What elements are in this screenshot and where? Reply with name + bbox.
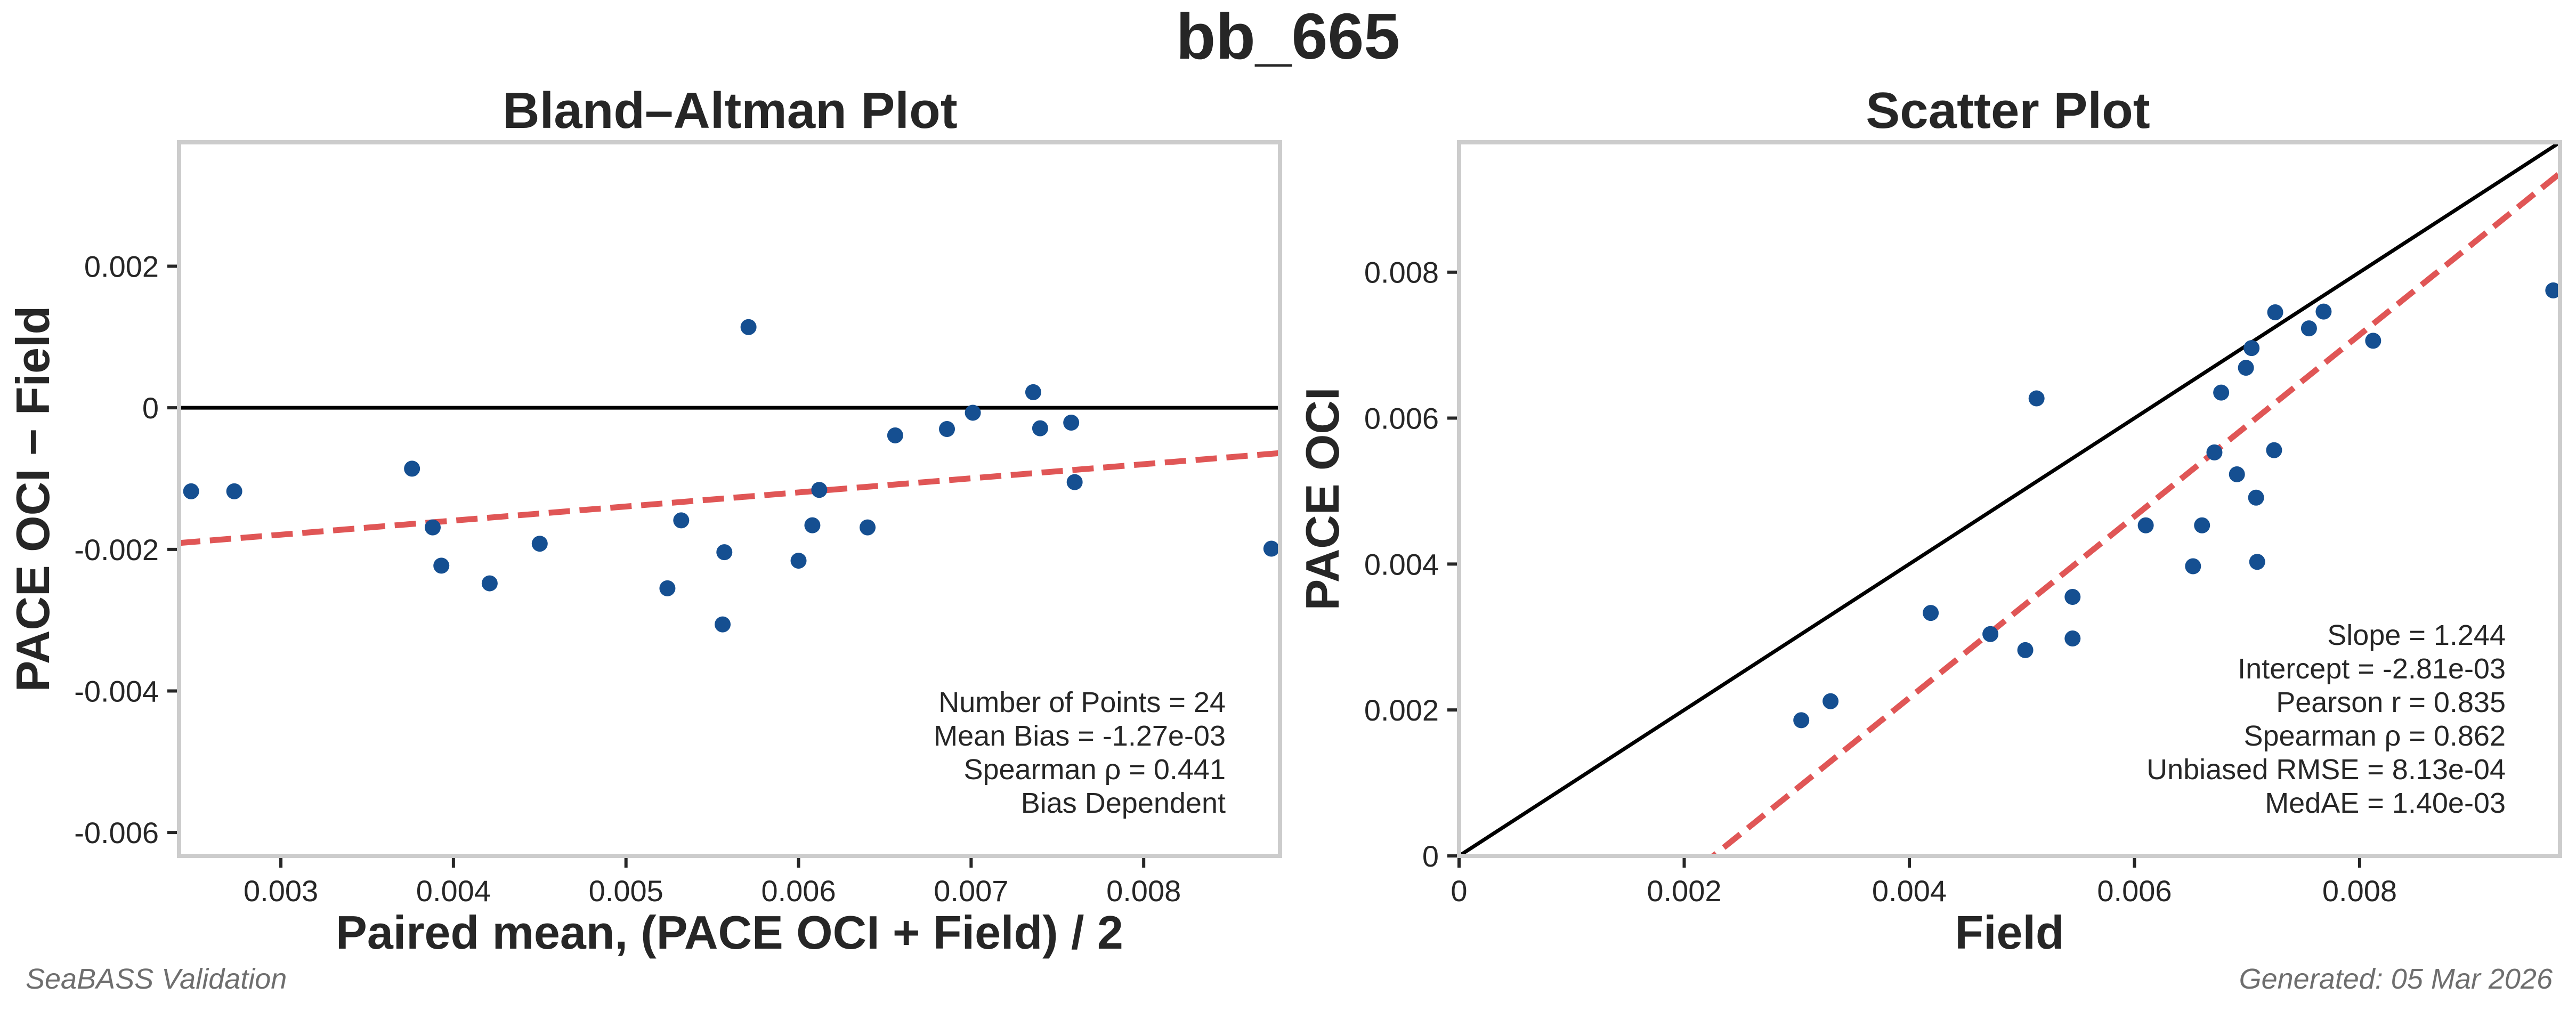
bland-altman-xtick-label-4: 0.006 xyxy=(761,874,836,908)
bland-altman-stat-2: Mean Bias = -1.27e-03 xyxy=(934,720,1226,752)
bland-altman-ytick-label-4: 0 xyxy=(142,391,159,425)
scatter-point-22 xyxy=(2315,303,2332,320)
scatter-ytick-label-4: 0.006 xyxy=(1364,402,1439,435)
scatter-x-label: Field xyxy=(1955,906,2064,959)
scatter-fit-line xyxy=(1708,171,2560,856)
bland-altman-point-21 xyxy=(1032,420,1048,436)
scatter-point-17 xyxy=(2248,489,2264,506)
scatter-ytick-label-5: 0.008 xyxy=(1364,256,1439,289)
scatter-one-to-one-line xyxy=(1459,142,2560,856)
scatter-stat-4: Spearman ρ = 0.862 xyxy=(2243,720,2506,752)
bland-altman-xtick-label-2: 0.004 xyxy=(416,874,491,908)
scatter-xtick-label-1: 0 xyxy=(1451,874,1467,908)
bland-altman-ytick-label-3: -0.002 xyxy=(74,533,159,567)
bland-altman-point-12 xyxy=(740,319,757,335)
scatter-frame xyxy=(1457,140,2562,858)
bland-altman-ytick-label-2: -0.004 xyxy=(74,674,159,708)
scatter-point-8 xyxy=(2064,630,2081,647)
scatter-point-14 xyxy=(2229,466,2245,482)
bland-altman-point-3 xyxy=(404,460,420,477)
bland-altman-ytick-label-1: -0.006 xyxy=(74,816,159,850)
scatter-xtick-label-3: 0.004 xyxy=(1872,874,1947,908)
scatter-point-21 xyxy=(2300,320,2317,337)
scatter-ytick-label-1: 0 xyxy=(1422,839,1439,873)
bland-altman-xtick-label-6: 0.008 xyxy=(1106,874,1181,908)
scatter-point-13 xyxy=(2213,384,2230,401)
footer-generated: Generated: 05 Mar 2026 xyxy=(2239,963,2553,995)
bland-altman-point-10 xyxy=(715,616,731,633)
bland-altman-point-13 xyxy=(790,553,807,569)
bland-altman-point-2 xyxy=(226,483,242,499)
bland-altman-y-label: PACE OCI − Field xyxy=(6,306,59,692)
scatter-point-18 xyxy=(2249,554,2265,570)
scatter-point-16 xyxy=(2243,340,2260,357)
bland-altman-point-11 xyxy=(716,544,733,561)
bland-altman-point-20 xyxy=(1025,384,1041,400)
scatter-point-5 xyxy=(2017,642,2034,658)
bland-altman-point-17 xyxy=(887,427,903,443)
bland-altman-x-label: Paired mean, (PACE OCI + Field) / 2 xyxy=(336,906,1123,959)
bland-altman-point-23 xyxy=(1066,474,1083,490)
bland-altman-point-4 xyxy=(425,519,441,536)
scatter-point-23 xyxy=(2365,333,2381,349)
scatter-point-10 xyxy=(2185,558,2201,575)
scatter-point-15 xyxy=(2238,360,2254,376)
bland-altman-point-15 xyxy=(811,482,828,498)
bland-altman-point-16 xyxy=(860,519,876,536)
scatter-point-2 xyxy=(1822,693,1839,709)
scatter-point-11 xyxy=(2194,517,2210,533)
bland-altman-point-8 xyxy=(659,580,676,596)
bland-altman-point-22 xyxy=(1063,415,1080,431)
bland-altman-plot-area xyxy=(179,142,1280,856)
bland-altman-point-7 xyxy=(531,536,548,552)
bland-altman-ytick-label-5: 0.002 xyxy=(84,249,159,283)
bland-altman-point-1 xyxy=(183,483,199,499)
scatter-point-24 xyxy=(2545,282,2560,298)
scatter-xtick-label-4: 0.006 xyxy=(2097,874,2172,908)
figure-title: bb_665 xyxy=(1176,0,1400,72)
scatter-point-4 xyxy=(1982,626,1999,642)
bland-altman-stat-1: Number of Points = 24 xyxy=(938,686,1226,718)
scatter-stat-5: Unbiased RMSE = 8.13e-04 xyxy=(2146,754,2506,786)
scatter-xtick-label-5: 0.008 xyxy=(2322,874,2397,908)
bland-altman-point-14 xyxy=(804,517,821,533)
bland-altman-xtick-label-3: 0.005 xyxy=(589,874,663,908)
bland-altman-panel: Bland–Altman Plot 0.003 0.004 0.005 0.006 0.… xyxy=(6,82,1282,959)
scatter-point-3 xyxy=(1923,605,1939,621)
bland-altman-point-9 xyxy=(673,512,690,529)
scatter-point-12 xyxy=(2206,444,2223,460)
bland-altman-point-5 xyxy=(433,557,450,574)
bland-altman-point-24 xyxy=(1263,540,1279,557)
scatter-ytick-label-2: 0.002 xyxy=(1364,693,1439,727)
scatter-stat-6: MedAE = 1.40e-03 xyxy=(2265,787,2506,819)
scatter-panel: Scatter Plot 0 0.002 0.004 0.006 0.008 0 0.002… xyxy=(1296,82,2562,959)
scatter-y-label: PACE OCI xyxy=(1296,387,1349,611)
scatter-point-7 xyxy=(2064,588,2081,605)
bland-altman-title: Bland–Altman Plot xyxy=(503,82,957,139)
scatter-point-20 xyxy=(2267,304,2283,321)
bland-altman-frame xyxy=(177,140,1282,858)
scatter-stat-2: Intercept = -2.81e-03 xyxy=(2238,653,2506,685)
bland-altman-point-18 xyxy=(939,420,955,437)
scatter-stat-1: Slope = 1.244 xyxy=(2327,619,2506,651)
footer-source: SeaBASS Validation xyxy=(26,963,287,995)
scatter-xtick-label-2: 0.002 xyxy=(1647,874,1721,908)
bland-altman-xtick-label-1: 0.003 xyxy=(244,874,318,908)
bland-altman-stat-3: Spearman ρ = 0.441 xyxy=(963,754,1226,786)
bland-altman-point-6 xyxy=(481,575,498,592)
scatter-point-6 xyxy=(2028,390,2045,407)
scatter-point-1 xyxy=(1793,712,1810,729)
scatter-point-9 xyxy=(2137,517,2154,533)
scatter-title: Scatter Plot xyxy=(1866,82,2150,139)
scatter-ytick-label-3: 0.004 xyxy=(1364,547,1439,581)
bland-altman-xtick-label-5: 0.007 xyxy=(934,874,1008,908)
scatter-stat-3: Pearson r = 0.835 xyxy=(2276,686,2506,718)
bland-altman-stat-4: Bias Dependent xyxy=(1021,787,1226,819)
scatter-point-19 xyxy=(2266,442,2282,458)
bland-altman-point-19 xyxy=(965,405,981,421)
